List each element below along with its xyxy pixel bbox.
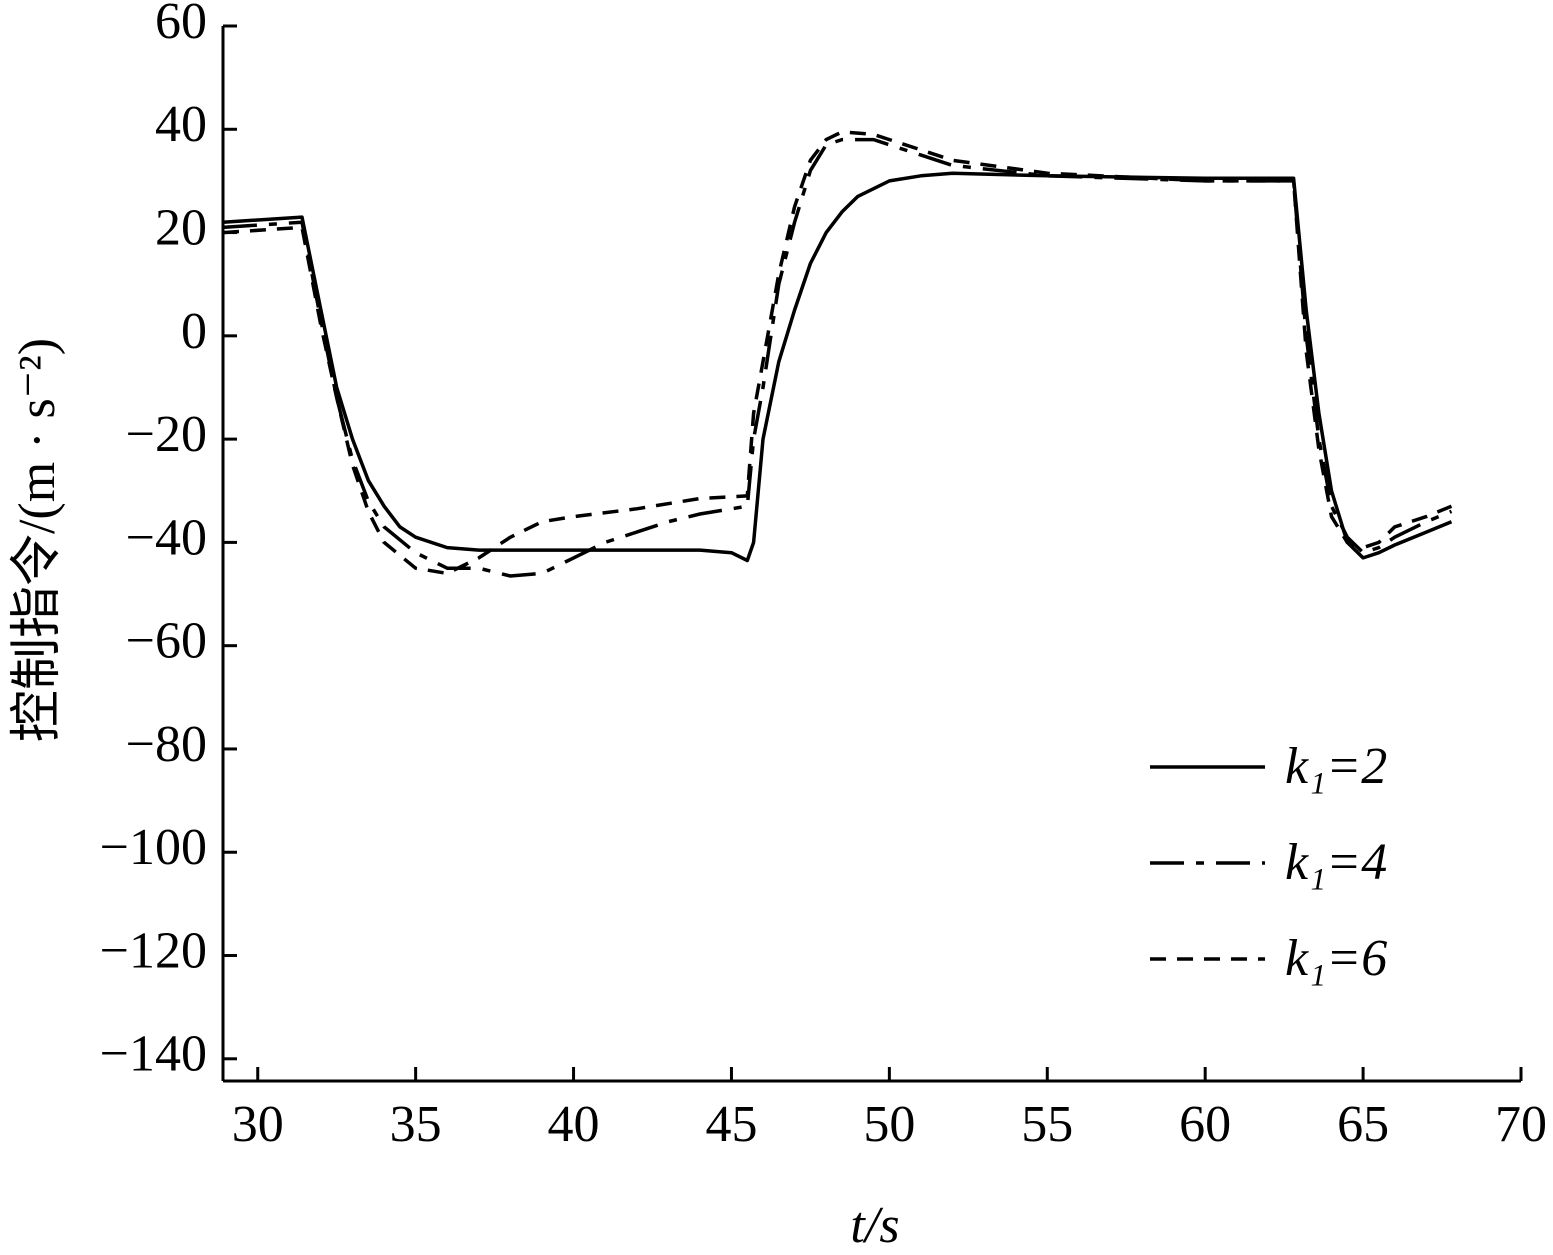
series-line	[222, 137, 1453, 578]
legend-label: k₁=2	[1285, 738, 1387, 795]
x-tick-label: 60	[1179, 1096, 1231, 1153]
legend-label: k₁=6	[1285, 930, 1387, 987]
x-tick-label: 35	[390, 1096, 442, 1153]
x-tick-label: 45	[705, 1096, 757, 1153]
y-tick-label: −80	[126, 716, 207, 773]
y-tick-label: −40	[126, 509, 207, 566]
y-tick-label: 40	[155, 96, 207, 153]
y-tick-label: 20	[155, 199, 207, 256]
y-tick-label: −120	[100, 922, 207, 979]
series-line	[222, 130, 1453, 576]
y-tick-label: −140	[100, 1026, 207, 1083]
x-axis-label: t/s	[850, 1197, 899, 1254]
y-tick-label: −60	[126, 613, 207, 670]
y-axis-label: 控制指令/(m · s⁻²)	[9, 338, 66, 742]
x-tick-label: 30	[232, 1096, 284, 1153]
y-tick-label: 60	[155, 0, 207, 50]
legend-label: k₁=4	[1285, 834, 1387, 891]
series-line	[222, 171, 1453, 563]
x-tick-label: 40	[548, 1096, 600, 1153]
x-tick-label: 55	[1021, 1096, 1073, 1153]
x-tick-label: 50	[863, 1096, 915, 1153]
y-tick-label: −20	[126, 406, 207, 463]
y-tick-label: −100	[100, 819, 207, 876]
y-tick-label: 0	[181, 303, 207, 360]
x-tick-label: 65	[1337, 1096, 1389, 1153]
x-tick-label: 70	[1495, 1096, 1547, 1153]
